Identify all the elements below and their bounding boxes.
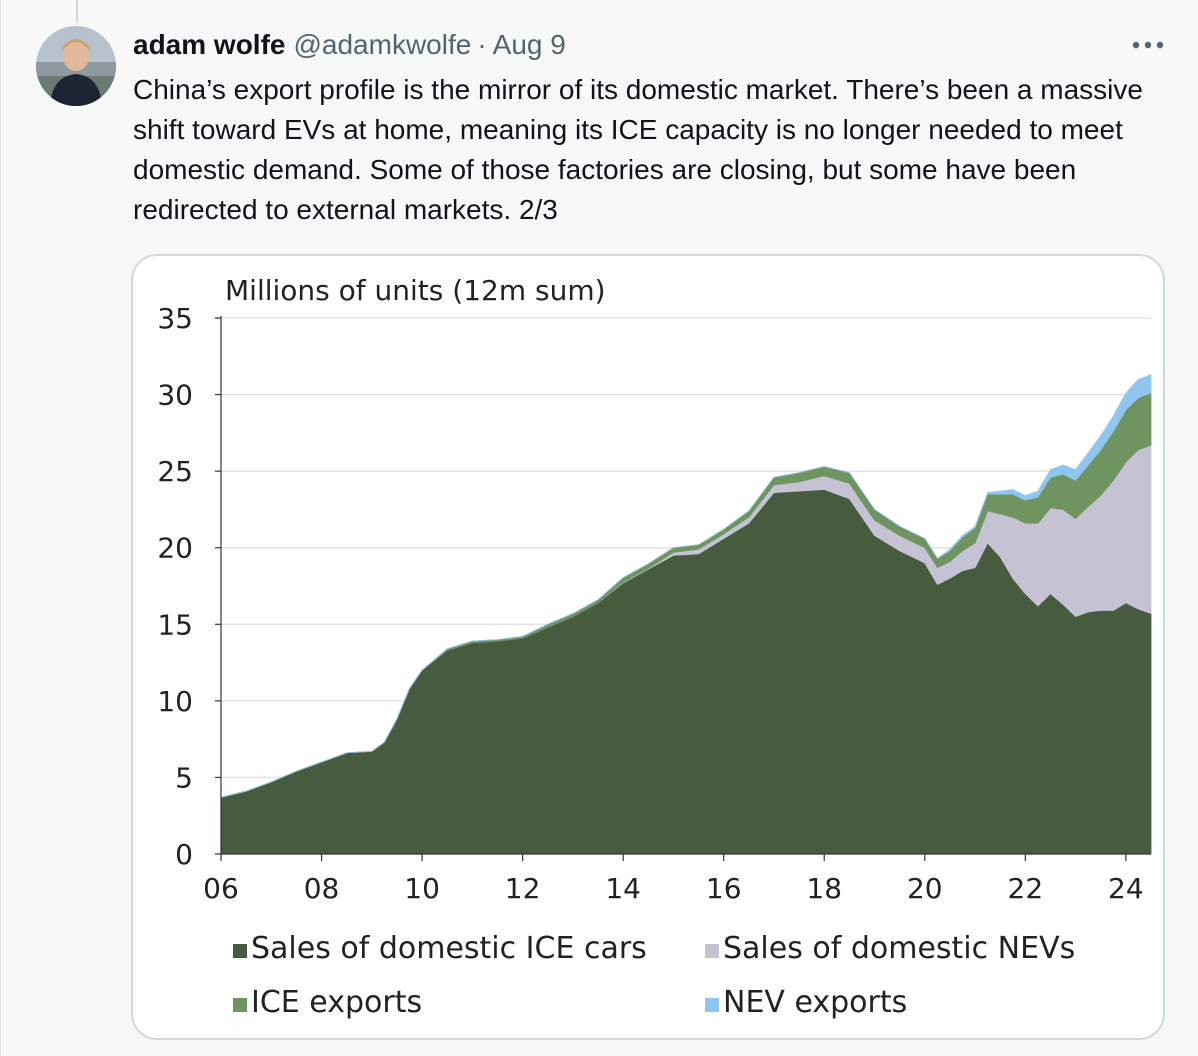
legend-label-0: Sales of domestic ICE cars bbox=[251, 931, 647, 966]
legend-label-1: Sales of domestic NEVs bbox=[723, 931, 1075, 966]
legend-swatch-0 bbox=[233, 944, 247, 958]
legend-swatch-3 bbox=[705, 998, 719, 1012]
stacked-area-chart: 0 5 10 15 20 25 30 35 06 08 10 12 14 16 18 20 22 24 Millio… bbox=[157, 274, 1152, 1020]
y-tick-label-20: 20 bbox=[157, 532, 193, 565]
legend-swatch-1 bbox=[705, 944, 719, 958]
legend-label-3: NEV exports bbox=[723, 985, 907, 1020]
legend-label-2: ICE exports bbox=[251, 985, 422, 1020]
x-tick-label-24: 24 bbox=[1108, 872, 1144, 905]
timeline-border bbox=[0, 0, 1, 1056]
x-tick-label-20: 20 bbox=[907, 872, 943, 905]
chart-title: Millions of units (12m sum) bbox=[225, 274, 606, 307]
tweet-header: adam wolfe @adamkwolfe · Aug 9 bbox=[133, 28, 566, 62]
header-separator: · bbox=[477, 29, 487, 60]
tweet-text: China’s export profile is the mirror of … bbox=[133, 74, 1143, 225]
tweet-media-image[interactable]: 0 5 10 15 20 25 30 35 06 08 10 12 14 16 18 20 22 24 Millio… bbox=[131, 254, 1165, 1040]
tweet-date[interactable]: Aug 9 bbox=[492, 29, 566, 60]
avatar-photo-icon bbox=[36, 26, 116, 106]
series-area-3 bbox=[220, 374, 1152, 798]
x-tick-label-14: 14 bbox=[605, 872, 641, 905]
y-tick-label-0: 0 bbox=[175, 838, 193, 871]
x-tick-label-06: 06 bbox=[203, 872, 239, 905]
x-tick-label-22: 22 bbox=[1008, 872, 1044, 905]
x-tick-label-08: 08 bbox=[304, 872, 340, 905]
x-tick-label-10: 10 bbox=[404, 872, 440, 905]
legend-swatch-2 bbox=[233, 998, 247, 1012]
thread-connector-line bbox=[76, 0, 78, 22]
author-name[interactable]: adam wolfe bbox=[133, 29, 286, 60]
more-options-button[interactable] bbox=[1128, 30, 1168, 60]
more-horizontal-icon bbox=[1132, 41, 1164, 49]
y-tick-label-10: 10 bbox=[157, 685, 193, 718]
y-tick-label-30: 30 bbox=[157, 379, 193, 412]
y-tick-label-25: 25 bbox=[157, 455, 193, 488]
x-tick-label-16: 16 bbox=[706, 872, 742, 905]
author-handle[interactable]: @adamkwolfe bbox=[293, 29, 472, 60]
y-tick-label-5: 5 bbox=[175, 761, 193, 794]
x-tick-label-18: 18 bbox=[806, 872, 842, 905]
avatar[interactable] bbox=[36, 26, 116, 106]
y-tick-label-15: 15 bbox=[157, 608, 193, 641]
y-tick-label-35: 35 bbox=[157, 302, 193, 335]
x-tick-label-12: 12 bbox=[505, 872, 541, 905]
